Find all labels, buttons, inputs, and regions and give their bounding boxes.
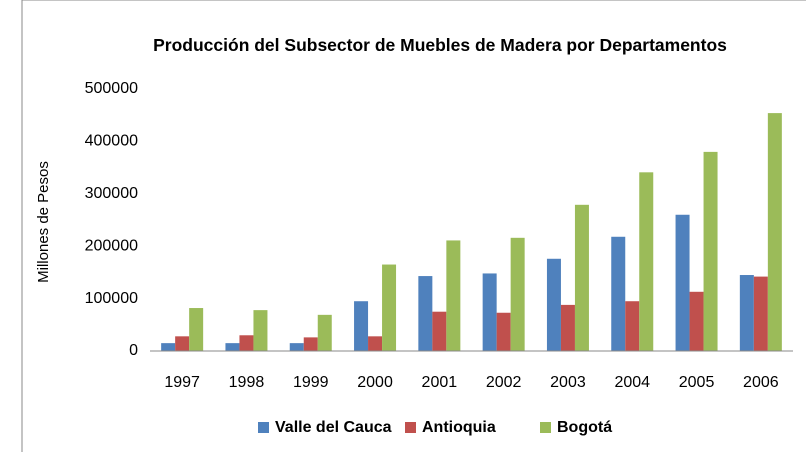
bar: [239, 335, 254, 351]
bar: [432, 311, 447, 351]
bar: [739, 275, 754, 351]
bar: [382, 264, 397, 351]
bar: [546, 258, 561, 351]
bar: [574, 204, 589, 351]
legend-swatch: [258, 422, 269, 433]
bar: [303, 337, 318, 351]
y-tick-label: 400000: [85, 133, 138, 150]
bar: [482, 273, 497, 351]
y-axis-label: Millones de Pesos: [35, 161, 52, 283]
bar: [611, 236, 626, 351]
bar: [317, 314, 332, 351]
bar: [189, 308, 204, 351]
bar: [510, 237, 525, 351]
bar: [418, 276, 433, 351]
x-tick-label: 2003: [550, 374, 586, 391]
bar: [496, 312, 511, 351]
legend-label: Valle del Cauca: [275, 419, 392, 436]
bar: [289, 343, 304, 351]
x-tick-label: 2000: [357, 374, 393, 391]
x-tick-label: 2006: [743, 374, 779, 391]
x-tick-label: 2002: [486, 374, 522, 391]
legend-label: Antioquia: [422, 419, 496, 436]
x-tick-label: 1997: [164, 374, 200, 391]
bar: [703, 151, 718, 351]
x-tick-label: 2001: [422, 374, 458, 391]
legend-swatch: [540, 422, 551, 433]
x-tick-label: 2005: [679, 374, 715, 391]
bar: [253, 310, 268, 351]
bar: [354, 301, 369, 351]
bar: [175, 336, 190, 351]
x-tick-label: 1998: [229, 374, 265, 391]
bar: [225, 343, 240, 351]
chart-title: Producción del Subsector de Muebles de M…: [153, 35, 727, 55]
y-tick-label: 100000: [85, 290, 138, 307]
x-tick-label: 2004: [614, 374, 650, 391]
bar: [161, 343, 176, 351]
y-tick-label: 0: [129, 342, 138, 359]
bar: [767, 113, 782, 351]
bar: [753, 276, 768, 351]
bar: [639, 172, 654, 351]
x-tick-label: 1999: [293, 374, 329, 391]
legend-label: Bogotá: [557, 419, 612, 436]
y-tick-label: 200000: [85, 237, 138, 254]
legend-swatch: [405, 422, 416, 433]
y-tick-label: 300000: [85, 185, 138, 202]
bar: [625, 301, 640, 351]
bar: [446, 240, 461, 351]
y-tick-label: 500000: [85, 80, 138, 97]
bar: [368, 336, 383, 351]
bar: [689, 291, 704, 351]
bar: [560, 304, 575, 351]
bar: [675, 214, 690, 351]
